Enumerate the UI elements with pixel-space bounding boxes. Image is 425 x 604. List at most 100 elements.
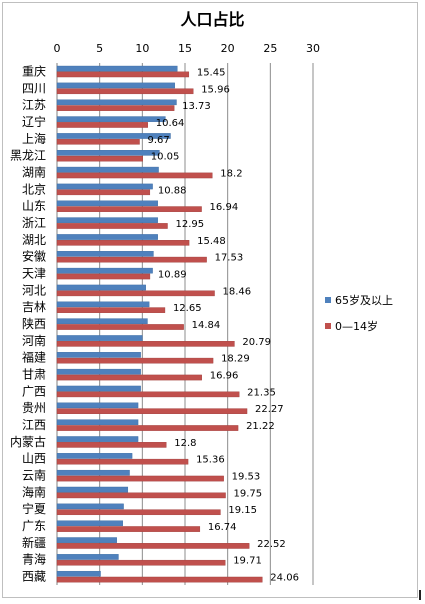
bar-0to14 xyxy=(56,576,263,583)
data-label: 10.89 xyxy=(158,269,187,280)
bar-65plus xyxy=(56,554,119,560)
bar-65plus xyxy=(56,251,154,257)
data-label: 21.35 xyxy=(247,387,276,398)
bar-65plus xyxy=(56,200,158,207)
data-label: 12.95 xyxy=(176,219,205,230)
x-tick-label: 5 xyxy=(96,42,103,55)
category-label: 四川 xyxy=(22,81,46,95)
data-label: 16.96 xyxy=(210,371,239,382)
data-label: 22.52 xyxy=(257,539,286,550)
data-label: 15.45 xyxy=(197,67,226,78)
bar-65plus xyxy=(56,335,143,341)
category-label: 山东 xyxy=(22,199,46,213)
bar-65plus xyxy=(56,486,129,493)
category-label: 山西 xyxy=(22,452,46,466)
bar-65plus xyxy=(56,150,160,156)
bar-65plus xyxy=(56,570,101,577)
bar-0to14 xyxy=(56,122,148,128)
bar-0to14 xyxy=(56,290,215,297)
bar-0to14 xyxy=(56,88,194,95)
category-label: 上海 xyxy=(22,131,46,146)
data-label: 12.8 xyxy=(174,438,196,449)
category-label: 宁夏 xyxy=(22,501,46,516)
data-label: 10.05 xyxy=(151,152,180,163)
bar-65plus xyxy=(56,436,139,442)
bar-65plus xyxy=(56,217,158,223)
category-label: 内蒙古 xyxy=(10,434,46,449)
category-label: 陕西 xyxy=(22,316,46,331)
bar-0to14 xyxy=(56,155,143,162)
category-label: 广西 xyxy=(22,384,46,398)
legend-swatch-0to14 xyxy=(325,323,331,329)
bar-0to14 xyxy=(56,374,202,381)
category-label: 河南 xyxy=(22,333,46,348)
bar-0to14 xyxy=(56,105,175,111)
data-label: 19.53 xyxy=(232,472,261,483)
bar-0to14 xyxy=(56,324,184,330)
data-label: 21.22 xyxy=(246,421,275,432)
bar-0to14 xyxy=(56,425,239,431)
category-label: 湖北 xyxy=(22,232,46,247)
bar-0to14 xyxy=(56,492,226,499)
bar-0to14 xyxy=(56,240,190,246)
bar-0to14 xyxy=(56,307,166,313)
data-label: 18.46 xyxy=(223,286,252,297)
category-label: 西藏 xyxy=(22,570,46,584)
bar-0to14 xyxy=(56,256,207,263)
bar-65plus xyxy=(56,520,123,527)
data-label: 10.64 xyxy=(156,118,185,129)
category-label: 重庆 xyxy=(22,64,46,78)
data-label: 15.36 xyxy=(196,455,225,466)
cursor-mark xyxy=(419,590,421,600)
data-label: 15.48 xyxy=(197,236,226,247)
category-label: 贵州 xyxy=(22,401,46,415)
bar-65plus xyxy=(56,267,153,274)
data-label: 16.74 xyxy=(208,522,237,533)
category-label: 河北 xyxy=(22,283,46,297)
category-label: 安徽 xyxy=(22,249,46,264)
bar-65plus xyxy=(56,99,177,106)
bar-65plus xyxy=(56,385,141,392)
data-label: 20.79 xyxy=(242,337,271,348)
x-tick-label: 0 xyxy=(54,42,61,55)
x-tick-label: 25 xyxy=(263,42,277,55)
data-label: 15.96 xyxy=(201,84,230,95)
x-tick-label: 15 xyxy=(178,42,192,55)
category-label: 新疆 xyxy=(22,535,46,550)
bar-65plus xyxy=(56,503,124,510)
bar-0to14 xyxy=(56,172,213,179)
category-label: 海南 xyxy=(22,484,46,499)
category-label: 北京 xyxy=(22,182,46,196)
bar-0to14 xyxy=(56,357,214,364)
bar-65plus xyxy=(56,234,158,240)
category-label: 云南 xyxy=(22,468,46,483)
x-tick-label: 30 xyxy=(306,42,320,55)
x-tick-label: 20 xyxy=(221,42,235,55)
legend-label-65plus: 65岁及以上 xyxy=(335,293,393,307)
data-label: 19.15 xyxy=(228,505,257,516)
data-label: 24.06 xyxy=(270,573,299,584)
category-label: 浙江 xyxy=(22,216,46,230)
bar-0to14 xyxy=(56,543,250,549)
bar-65plus xyxy=(56,402,139,409)
chart-title: 人口占比 xyxy=(180,10,245,29)
bar-0to14 xyxy=(56,206,202,212)
legend-label-0to14: 0—14岁 xyxy=(335,319,378,333)
bar-0to14 xyxy=(56,559,226,566)
category-label: 湖南 xyxy=(22,164,46,179)
bar-0to14 xyxy=(56,475,224,482)
bar-0to14 xyxy=(56,138,140,145)
category-label: 青海 xyxy=(22,552,46,567)
bar-65plus xyxy=(56,183,153,190)
bar-0to14 xyxy=(56,408,248,414)
data-label: 19.75 xyxy=(234,488,263,499)
bar-0to14 xyxy=(56,189,151,196)
bar-0to14 xyxy=(56,458,189,465)
category-label: 江苏 xyxy=(22,98,46,112)
data-label: 12.65 xyxy=(173,303,202,314)
data-label: 16.94 xyxy=(210,202,239,213)
bar-65plus xyxy=(56,537,117,543)
bar-65plus xyxy=(56,318,148,325)
bar-65plus xyxy=(56,284,146,291)
category-label: 广东 xyxy=(22,519,46,533)
